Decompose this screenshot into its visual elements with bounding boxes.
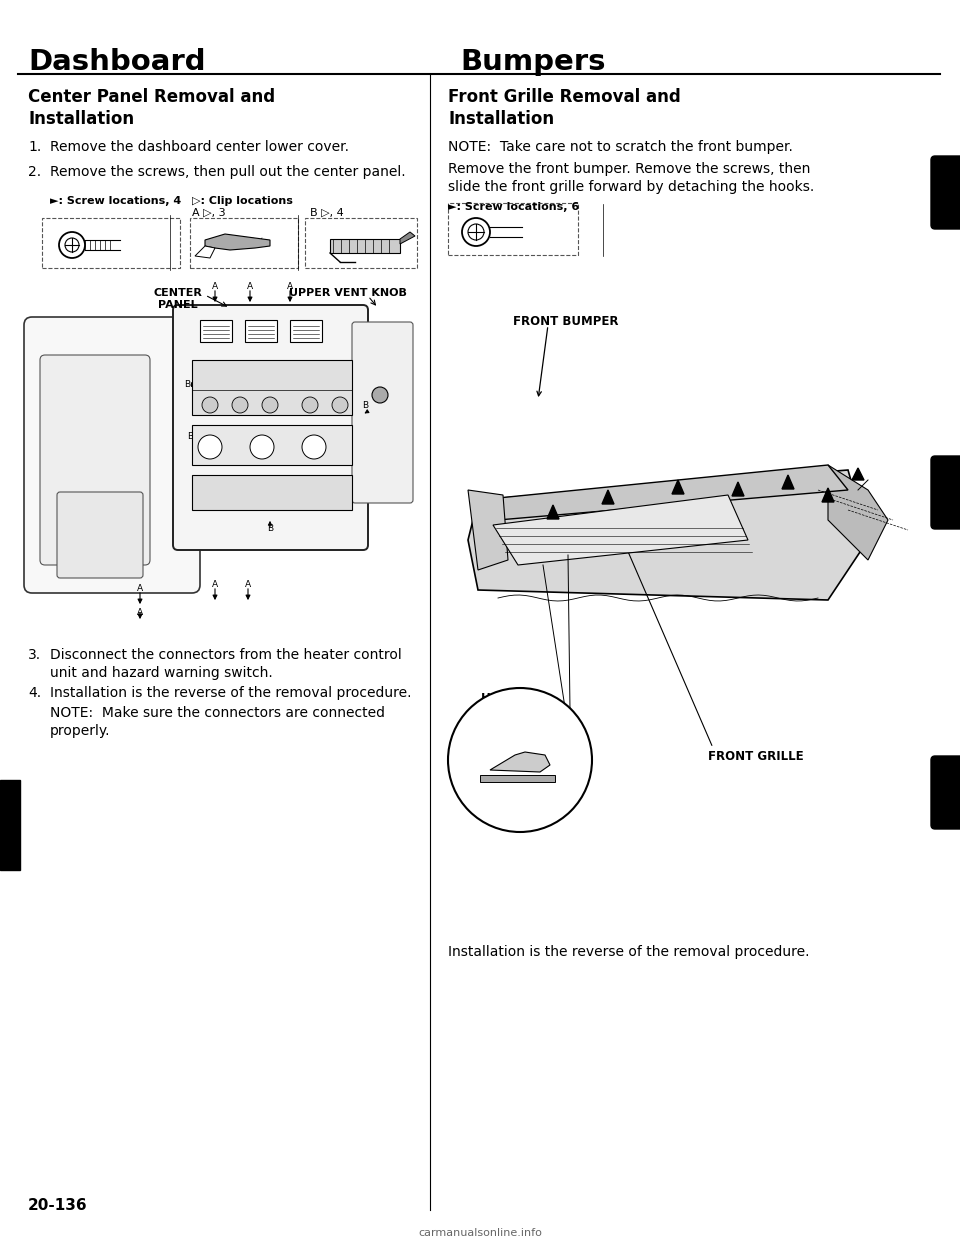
Polygon shape [732,482,744,496]
Polygon shape [852,468,864,479]
FancyBboxPatch shape [931,456,960,529]
Text: Remove the screws, then pull out the center panel.: Remove the screws, then pull out the cen… [50,165,406,179]
Text: NOTE:  Take care not to scratch the front bumper.: NOTE: Take care not to scratch the front… [448,140,793,154]
Text: Installation is the reverse of the removal procedure.: Installation is the reverse of the remov… [448,945,809,959]
Circle shape [262,397,278,414]
Text: A: A [137,584,143,592]
Text: 2.: 2. [28,165,41,179]
Bar [42,219,180,268]
Bar [305,219,417,268]
Polygon shape [490,751,550,773]
Bar [330,238,400,253]
Polygon shape [672,479,684,494]
FancyBboxPatch shape [40,355,150,565]
Circle shape [65,238,79,252]
Circle shape [332,397,348,414]
Polygon shape [602,491,614,504]
Text: ►: Screw locations, 4: ►: Screw locations, 4 [50,196,181,206]
Text: A: A [212,282,218,291]
Text: B: B [187,432,193,441]
Circle shape [198,435,222,460]
FancyBboxPatch shape [352,322,413,503]
Polygon shape [822,488,834,502]
Text: Installation is the reverse of the removal procedure.: Installation is the reverse of the remov… [50,686,412,700]
Text: 20-136: 20-136 [28,1199,87,1213]
Circle shape [232,397,248,414]
Polygon shape [828,465,888,560]
Text: FRONT BUMPER: FRONT BUMPER [513,315,618,328]
Polygon shape [478,465,848,520]
Circle shape [468,224,484,240]
Text: HOOK: HOOK [481,692,519,705]
Text: Disconnect the connectors from the heater control
unit and hazard warning switch: Disconnect the connectors from the heate… [50,648,401,681]
Polygon shape [205,233,270,250]
Circle shape [372,388,388,402]
Polygon shape [782,474,794,489]
Text: FRONT GRILLE: FRONT GRILLE [708,750,804,763]
Circle shape [202,397,218,414]
Bar [0,780,20,869]
Polygon shape [195,246,215,258]
Bar [245,320,277,342]
Circle shape [302,435,326,460]
Polygon shape [468,469,868,600]
FancyBboxPatch shape [57,492,143,578]
Text: B ▷, 4: B ▷, 4 [310,207,344,219]
Text: Center Panel Removal and
Installation: Center Panel Removal and Installation [28,88,276,128]
Text: Bumpers: Bumpers [460,48,606,76]
Text: Remove the dashboard center lower cover.: Remove the dashboard center lower cover. [50,140,349,154]
Text: A ▷, 3: A ▷, 3 [192,207,226,219]
FancyBboxPatch shape [24,317,200,592]
Bar [448,202,578,255]
Text: A: A [212,580,218,589]
Text: carmanualsonline.info: carmanualsonline.info [418,1228,542,1238]
Text: B: B [362,400,368,410]
Text: 1.: 1. [28,140,41,154]
Text: A: A [247,282,253,291]
Circle shape [59,232,85,258]
Text: ▷: Clip locations: ▷: Clip locations [192,196,293,206]
Text: CENTER
PANEL: CENTER PANEL [154,288,203,309]
Polygon shape [480,775,555,782]
Text: UPPER VENT KNOB: UPPER VENT KNOB [289,288,407,298]
Text: A: A [287,282,293,291]
FancyBboxPatch shape [173,306,368,550]
Polygon shape [468,491,508,570]
Text: B: B [184,380,190,389]
Circle shape [250,435,274,460]
Text: 3.: 3. [28,648,41,662]
Text: NOTE:  Make sure the connectors are connected
properly.: NOTE: Make sure the connectors are conne… [50,705,385,739]
Text: 4.: 4. [28,686,41,700]
Text: ►: Screw locations, 6: ►: Screw locations, 6 [448,202,579,212]
Text: Remove the front bumper. Remove the screws, then
slide the front grille forward : Remove the front bumper. Remove the scre… [448,161,814,195]
Text: Dashboard: Dashboard [28,48,205,76]
Text: B: B [267,524,273,533]
Bar [190,219,298,268]
FancyBboxPatch shape [931,756,960,828]
Polygon shape [400,232,415,243]
FancyBboxPatch shape [931,156,960,229]
Bar [192,474,352,510]
Bar [192,360,352,415]
Circle shape [448,688,592,832]
Circle shape [302,397,318,414]
Text: A: A [245,580,252,589]
Bar [200,320,232,342]
Bar [290,320,322,342]
Text: A: A [137,609,143,617]
Circle shape [462,219,490,246]
Polygon shape [493,496,748,565]
Bar [192,425,352,465]
Polygon shape [547,505,559,519]
Text: Front Grille Removal and
Installation: Front Grille Removal and Installation [448,88,681,128]
